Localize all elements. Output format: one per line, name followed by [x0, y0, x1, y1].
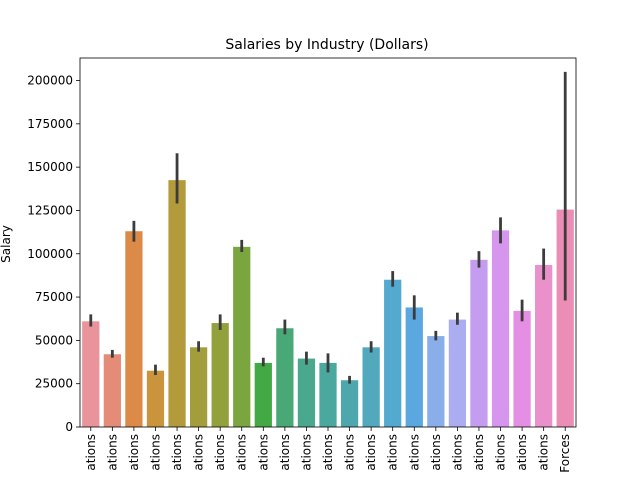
- x-tick-label: ations: [321, 434, 335, 471]
- y-tick-label: 100000: [27, 247, 73, 261]
- bar: [491, 230, 510, 427]
- x-tick-label: ations: [472, 434, 486, 471]
- x-tick-label: ations: [84, 434, 98, 471]
- x-tick-label: ations: [213, 434, 227, 471]
- bar: [82, 321, 100, 427]
- bar: [254, 362, 272, 427]
- bar: [125, 231, 143, 427]
- chart-title: Salaries by Industry (Dollars): [225, 37, 428, 53]
- bar: [405, 307, 423, 427]
- plot-area: 0 25000 50000 75000 100000 125000 150000 175000…: [27, 71, 574, 473]
- bar: [146, 370, 165, 427]
- x-tick-label: ations: [299, 434, 313, 471]
- bar: [233, 246, 251, 427]
- bar: [513, 310, 531, 427]
- y-tick-label: 25000: [35, 377, 73, 391]
- bar: [470, 259, 488, 427]
- bar: [535, 265, 553, 427]
- x-tick-label: ations: [537, 434, 551, 471]
- x-tick-label: ations: [127, 434, 141, 471]
- plot-frame: [79, 57, 577, 428]
- y-tick-label: 175000: [27, 117, 73, 131]
- y-tick-label: 50000: [35, 333, 73, 347]
- y-tick-label: 125000: [27, 203, 73, 217]
- x-tick-label: ations: [192, 434, 206, 471]
- x-tick-label: Forces: [558, 434, 572, 473]
- bar: [189, 347, 208, 427]
- bar: [448, 319, 467, 427]
- x-tick-label: ations: [105, 434, 119, 471]
- x-tick-label: ations: [407, 434, 421, 471]
- bar: [297, 358, 316, 427]
- x-tick-label: ations: [256, 434, 270, 471]
- bar: [340, 380, 359, 427]
- bar: [211, 323, 229, 427]
- y-tick-label: 0: [65, 420, 73, 434]
- x-tick-label: ations: [148, 434, 162, 471]
- x-tick-label: ations: [235, 434, 249, 471]
- x-tick-label: ations: [515, 434, 529, 471]
- bar: [427, 336, 445, 427]
- bar: [319, 362, 337, 427]
- x-tick-label: ations: [278, 434, 292, 471]
- x-tick-label: ations: [386, 434, 400, 471]
- x-tick-label: ations: [170, 434, 184, 471]
- bar: [556, 209, 574, 427]
- x-tick-label: ations: [429, 434, 443, 471]
- y-tick-label: 150000: [27, 160, 73, 174]
- x-tick-label: ations: [494, 434, 508, 471]
- x-tick-label: ations: [343, 434, 357, 471]
- bar: [384, 279, 402, 427]
- bar: [276, 328, 294, 427]
- y-tick-label: 200000: [27, 74, 73, 88]
- bar: [362, 347, 380, 427]
- y-axis-label: Salary: [0, 225, 13, 263]
- bar: [168, 180, 186, 427]
- bar: [103, 354, 121, 427]
- y-tick-label: 75000: [35, 290, 73, 304]
- x-tick-label: ations: [364, 434, 378, 471]
- x-tick-label: ations: [450, 434, 464, 471]
